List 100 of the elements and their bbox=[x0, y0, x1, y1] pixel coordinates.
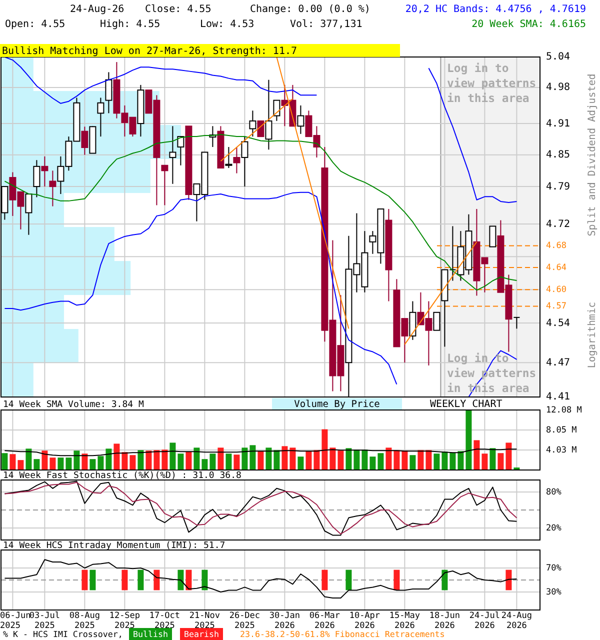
candlestick bbox=[257, 120, 264, 138]
candlestick bbox=[177, 136, 184, 166]
text: 20 Week SMA: 4.6165 bbox=[472, 19, 586, 30]
ref-line-label: 4.68 bbox=[546, 241, 566, 252]
bar bbox=[194, 448, 200, 470]
y-tick-label: 4.72 bbox=[546, 218, 570, 230]
candlestick bbox=[433, 312, 440, 331]
bar bbox=[394, 450, 400, 470]
y-tick-label: 4.03 M bbox=[546, 445, 577, 456]
bar bbox=[282, 446, 288, 470]
bar bbox=[154, 450, 160, 470]
candlestick bbox=[249, 110, 256, 138]
bar bbox=[490, 448, 496, 470]
line-series bbox=[4, 559, 518, 598]
text: Bullish bbox=[133, 629, 168, 639]
bar bbox=[410, 455, 416, 470]
candlestick bbox=[169, 126, 176, 184]
y-tick-label: 70% bbox=[546, 563, 562, 574]
candlestick bbox=[297, 104, 304, 134]
bar bbox=[170, 442, 176, 470]
candlestick bbox=[33, 160, 40, 198]
y-tick-label: 4.47 bbox=[546, 357, 570, 368]
candlestick bbox=[41, 156, 48, 188]
bar bbox=[210, 454, 216, 470]
ref-line-label: 4.64 bbox=[546, 262, 566, 273]
candlestick bbox=[489, 226, 496, 248]
bar bbox=[434, 454, 440, 470]
x-tick-label: 12-Sep 2025 bbox=[109, 611, 140, 631]
line-series bbox=[4, 134, 518, 291]
bar bbox=[122, 452, 128, 470]
line-series bbox=[4, 448, 518, 456]
x-tick-label: 30-Jan 2026 bbox=[269, 611, 300, 631]
y-tick-label: 5.04 bbox=[546, 52, 570, 63]
candlestick bbox=[49, 170, 56, 207]
candlestick bbox=[225, 146, 232, 169]
bar bbox=[82, 454, 88, 470]
bar bbox=[42, 450, 48, 470]
bar bbox=[66, 458, 72, 470]
bar bbox=[330, 448, 336, 470]
bar bbox=[90, 459, 96, 470]
annotation: Bullish Matching Low on 27-Mar-26, Strength: 11.7 bbox=[2, 46, 298, 57]
bar bbox=[362, 450, 368, 470]
x-tick-label: 06-Jun 2025 bbox=[0, 611, 31, 631]
annotation: Volume By Price bbox=[294, 399, 380, 410]
bar bbox=[482, 454, 488, 470]
bar bbox=[218, 448, 224, 470]
x-tick-label: 10-Apr 2026 bbox=[349, 611, 380, 631]
bar bbox=[338, 450, 344, 470]
bar bbox=[402, 450, 408, 470]
bar bbox=[74, 450, 80, 470]
x-tick-label: 17-Oct 2025 bbox=[149, 611, 180, 631]
text: Logarithmic bbox=[587, 302, 598, 368]
candlestick bbox=[265, 79, 272, 150]
candlestick bbox=[233, 146, 240, 174]
bar bbox=[450, 452, 456, 470]
y-tick-label: 4.79 bbox=[546, 181, 570, 192]
bar bbox=[290, 448, 296, 470]
y-tick-label: 30% bbox=[546, 587, 562, 598]
x-tick-label: 18-Jun 2026 bbox=[429, 611, 460, 631]
bar bbox=[442, 452, 448, 470]
candlestick bbox=[25, 193, 32, 236]
y-tick-label: 4.91 bbox=[546, 118, 570, 130]
annotation: Log in to view patterns in this area bbox=[447, 61, 536, 105]
x-tick-label: 21-Nov 2025 bbox=[189, 611, 220, 631]
x-tick-label: 24-Aug 2026 bbox=[501, 611, 532, 631]
chart-title: 14 Week Fast Stochastic (%K)(%D) : 31.0 36.8 bbox=[3, 471, 242, 481]
y-tick-label: 12.08 M bbox=[546, 405, 582, 416]
text: 23.6-38.2-50-61.8% Fibonacci Retracements bbox=[240, 629, 445, 639]
bar bbox=[26, 448, 32, 470]
bar bbox=[306, 451, 312, 470]
bar bbox=[386, 448, 392, 470]
ref-line-label: 4.57 bbox=[546, 302, 566, 312]
bar bbox=[178, 454, 184, 470]
x-tick-label: 08-Aug 2025 bbox=[69, 611, 100, 631]
bar bbox=[130, 455, 136, 470]
text: Open: 4.55 bbox=[5, 19, 66, 30]
candlestick bbox=[81, 126, 88, 156]
bar bbox=[146, 450, 152, 470]
candlestick bbox=[97, 97, 104, 138]
bar bbox=[426, 450, 432, 470]
bar bbox=[346, 448, 352, 470]
bar bbox=[226, 454, 232, 470]
bar bbox=[258, 451, 264, 470]
y-tick-label: 8.05 M bbox=[546, 425, 577, 436]
text: Vol: 377,131 bbox=[290, 19, 362, 30]
bar bbox=[322, 429, 328, 470]
candlestick bbox=[273, 100, 280, 122]
x-tick-label: 24-Jul 2026 bbox=[469, 611, 500, 631]
chart-title: 14 Week SMA Volume: 3.84 M bbox=[3, 400, 144, 410]
bar bbox=[162, 450, 168, 470]
bar bbox=[18, 460, 24, 470]
x-tick-label: 15-May 2026 bbox=[389, 611, 420, 631]
bar bbox=[506, 442, 512, 470]
bar bbox=[458, 451, 464, 470]
bar bbox=[378, 453, 384, 470]
bar bbox=[138, 450, 144, 470]
text: High: 4.55 bbox=[100, 19, 160, 30]
bar bbox=[466, 410, 472, 470]
text: Bearish bbox=[184, 629, 219, 639]
bar bbox=[114, 444, 120, 470]
